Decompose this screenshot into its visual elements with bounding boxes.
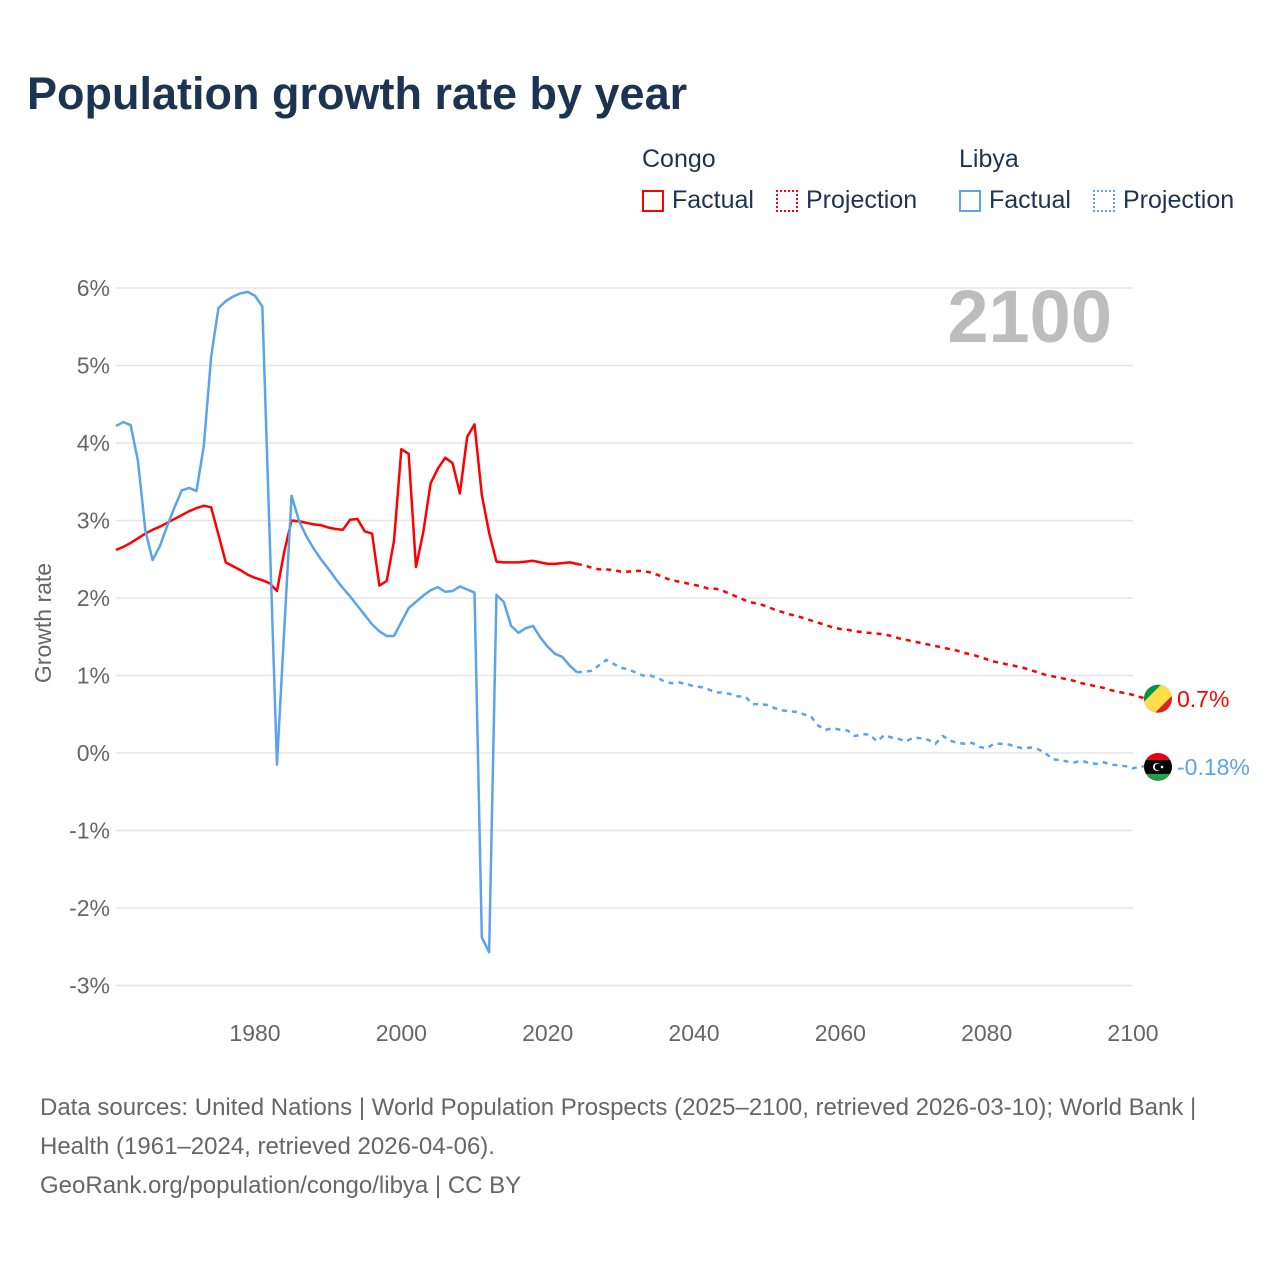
legend-congo-factual[interactable]: Factual [642,186,754,215]
chart-title: Population growth rate by year [27,68,688,119]
legend-label: Factual [672,186,754,214]
y-tick-label: -2% [69,895,110,921]
x-tick-label: 2060 [815,1020,866,1046]
legend-swatch-solid [642,189,664,212]
congo-projection-line [576,562,1148,700]
credit-link[interactable]: GeoRank.org/population/congo/libya | CC … [40,1172,522,1199]
end-markers: 0.7% -0.18% [1144,684,1250,781]
libya-factual-line [115,290,578,954]
y-tick-label: 6% [77,275,110,301]
x-tick-label: 1980 [229,1020,280,1046]
x-tick-label: 2000 [376,1020,427,1046]
legend-label: Factual [989,186,1071,214]
line-chart: -3% -2% -1% 0% 1% 2% 3% 4% 5% 6% 1980 2000 2020 2040 2… [30,275,1250,1046]
y-tick-label: 0% [77,740,110,766]
libya-projection-line [576,658,1148,770]
legend-label: Projection [1123,186,1235,214]
x-tick-label: 2040 [668,1020,719,1046]
legend-libya-projection[interactable]: Projection [1093,186,1234,215]
libya-flag-icon [1144,752,1172,781]
data-sources: Data sources: United Nations | World Pop… [40,1094,1197,1160]
legend-swatch-dotted [1093,189,1115,212]
series-lines [115,290,1148,954]
legend-swatch-solid [959,189,981,212]
congo-flag-icon [1144,684,1172,713]
y-tick-label: 5% [77,353,110,379]
y-tick-label: -1% [69,818,110,844]
congo-factual-line [115,423,578,593]
y-tick-label: 2% [77,585,110,611]
x-tick-label: 2080 [961,1020,1012,1046]
legend-group-libya: Libya [959,145,1019,173]
legend-swatch-dotted [776,189,798,212]
footer: Data sources: United Nations | World Pop… [40,1088,1240,1205]
year-label: 2100 [947,275,1112,358]
congo-end-value: 0.7% [1177,686,1229,712]
legend-group-congo: Congo [642,145,716,173]
y-axis-label: Growth rate [30,563,56,683]
y-tick-label: 3% [77,508,110,534]
grid: -3% -2% -1% 0% 1% 2% 3% 4% 5% 6% 1980 2000 2020 2040 2… [69,275,1158,1046]
y-tick-label: -3% [69,973,110,999]
x-tick-label: 2100 [1107,1020,1158,1046]
libya-end-value: -0.18% [1177,754,1250,780]
x-tick-label: 2020 [522,1020,573,1046]
y-tick-label: 4% [77,430,110,456]
y-tick-label: 1% [77,663,110,689]
legend-libya-factual[interactable]: Factual [959,186,1071,215]
legend-congo-projection[interactable]: Projection [776,186,917,215]
legend-label: Projection [806,186,918,214]
